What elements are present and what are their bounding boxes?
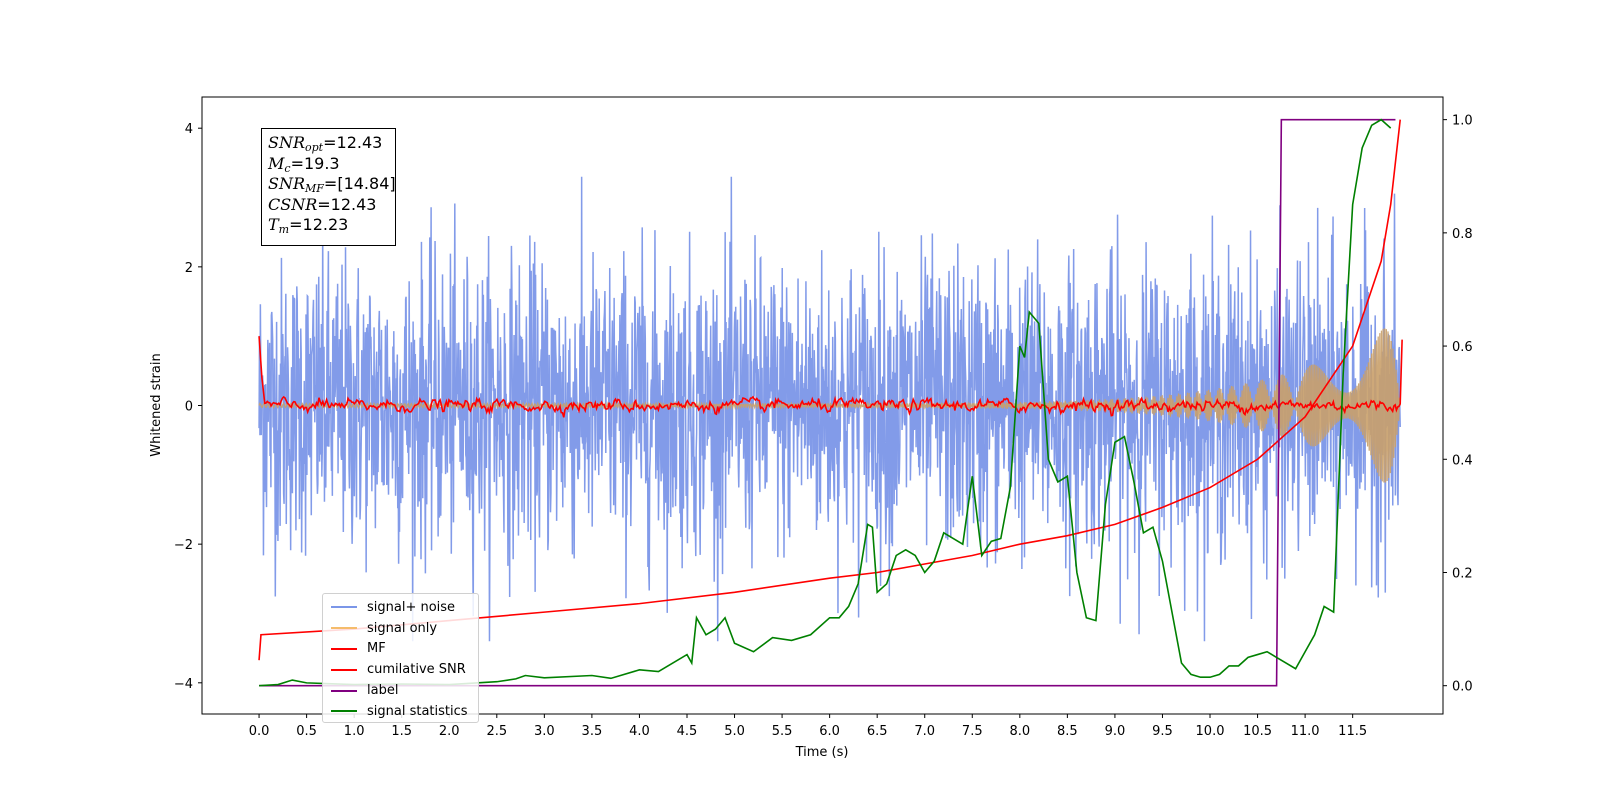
y-tick-label: −2 [174,538,193,553]
x-tick-label: 9.5 [1152,724,1173,739]
plot-area [258,118,1403,687]
legend-item-mf: MF [331,639,470,660]
x-tick-label: 3.0 [534,724,555,739]
x-tick-label: 2.0 [439,724,460,739]
legend-swatch [331,627,357,630]
x-tick-label: 0.0 [249,724,270,739]
legend: signal+ noise signal only MF cumilative … [322,593,479,723]
legend-item-signal-only: signal only [331,618,470,639]
legend-swatch [331,606,357,609]
x-tick-label: 11.5 [1338,724,1367,739]
x-tick-label: 6.5 [867,724,888,739]
y-tick-label: −4 [174,677,193,692]
stats-annotation-box: SNRopt=12.43 Mc=19.3 SNRMF=[14.84] CSNR=… [261,128,396,246]
x-tick-label: 10.5 [1243,724,1272,739]
x-tick-label: 4.0 [629,724,650,739]
stat-tm: Tm=12.23 [268,215,349,236]
series-cumulative-snr [258,119,1402,661]
y2-tick-label: 0.0 [1452,680,1473,695]
y-tick-label: 4 [185,122,193,137]
x-tick-label: 0.5 [296,724,317,739]
legend-item-label: label [331,680,470,701]
series-label [259,118,1396,687]
legend-swatch [331,647,357,650]
x-tick-label: 4.5 [677,724,698,739]
legend-swatch [331,689,357,692]
stat-mc: Mc=19.3 [268,153,340,175]
y2-tick-label: 1.0 [1452,114,1473,129]
y-tick-label: 0 [185,400,193,415]
y2-tick-label: 0.6 [1452,340,1473,355]
y2-tick-label: 0.4 [1452,453,1473,468]
legend-item-signal-noise: signal+ noise [331,597,470,618]
x-tick-label: 5.0 [724,724,745,739]
x-tick-label: 2.5 [486,724,507,739]
x-tick-label: 5.5 [772,724,793,739]
legend-swatch [331,710,357,713]
y2-tick-label: 0.2 [1452,566,1473,581]
series-mf [258,336,1403,418]
x-tick-label: 8.0 [1009,724,1030,739]
x-tick-label: 9.0 [1105,724,1126,739]
y-axis-label: Whitened strain [149,353,164,456]
series-signal-statistics [259,118,1392,687]
y2-tick-label: 0.8 [1452,227,1473,242]
x-tick-label: 1.0 [344,724,365,739]
x-tick-label: 3.5 [582,724,603,739]
tick-layer: 0.0 0.5 1.0 1.5 2.0 2.5 3.0 3.5 4.0 4.5 5.0 5.5 6.0 6… [174,114,1473,739]
x-tick-label: 8.5 [1057,724,1078,739]
x-tick-label: 10.0 [1196,724,1225,739]
x-tick-label: 11.0 [1291,724,1320,739]
x-tick-label: 6.0 [819,724,840,739]
stat-snr-mf: SNRMF=[14.84] [268,174,396,195]
x-axis-label: Time (s) [795,745,849,760]
series-signal-noise [258,176,1401,642]
x-tick-label: 7.0 [914,724,935,739]
legend-item-cumulative-snr: cumilative SNR [331,659,470,680]
y-tick-label: 2 [185,261,193,276]
x-tick-label: 7.5 [962,724,983,739]
legend-swatch [331,668,357,671]
x-tick-label: 1.5 [391,724,412,739]
stat-csnr: CSNR=12.43 [268,194,377,214]
stat-snr-opt: SNRopt=12.43 [268,133,383,154]
legend-item-signal-statistics: signal statistics [331,701,470,722]
